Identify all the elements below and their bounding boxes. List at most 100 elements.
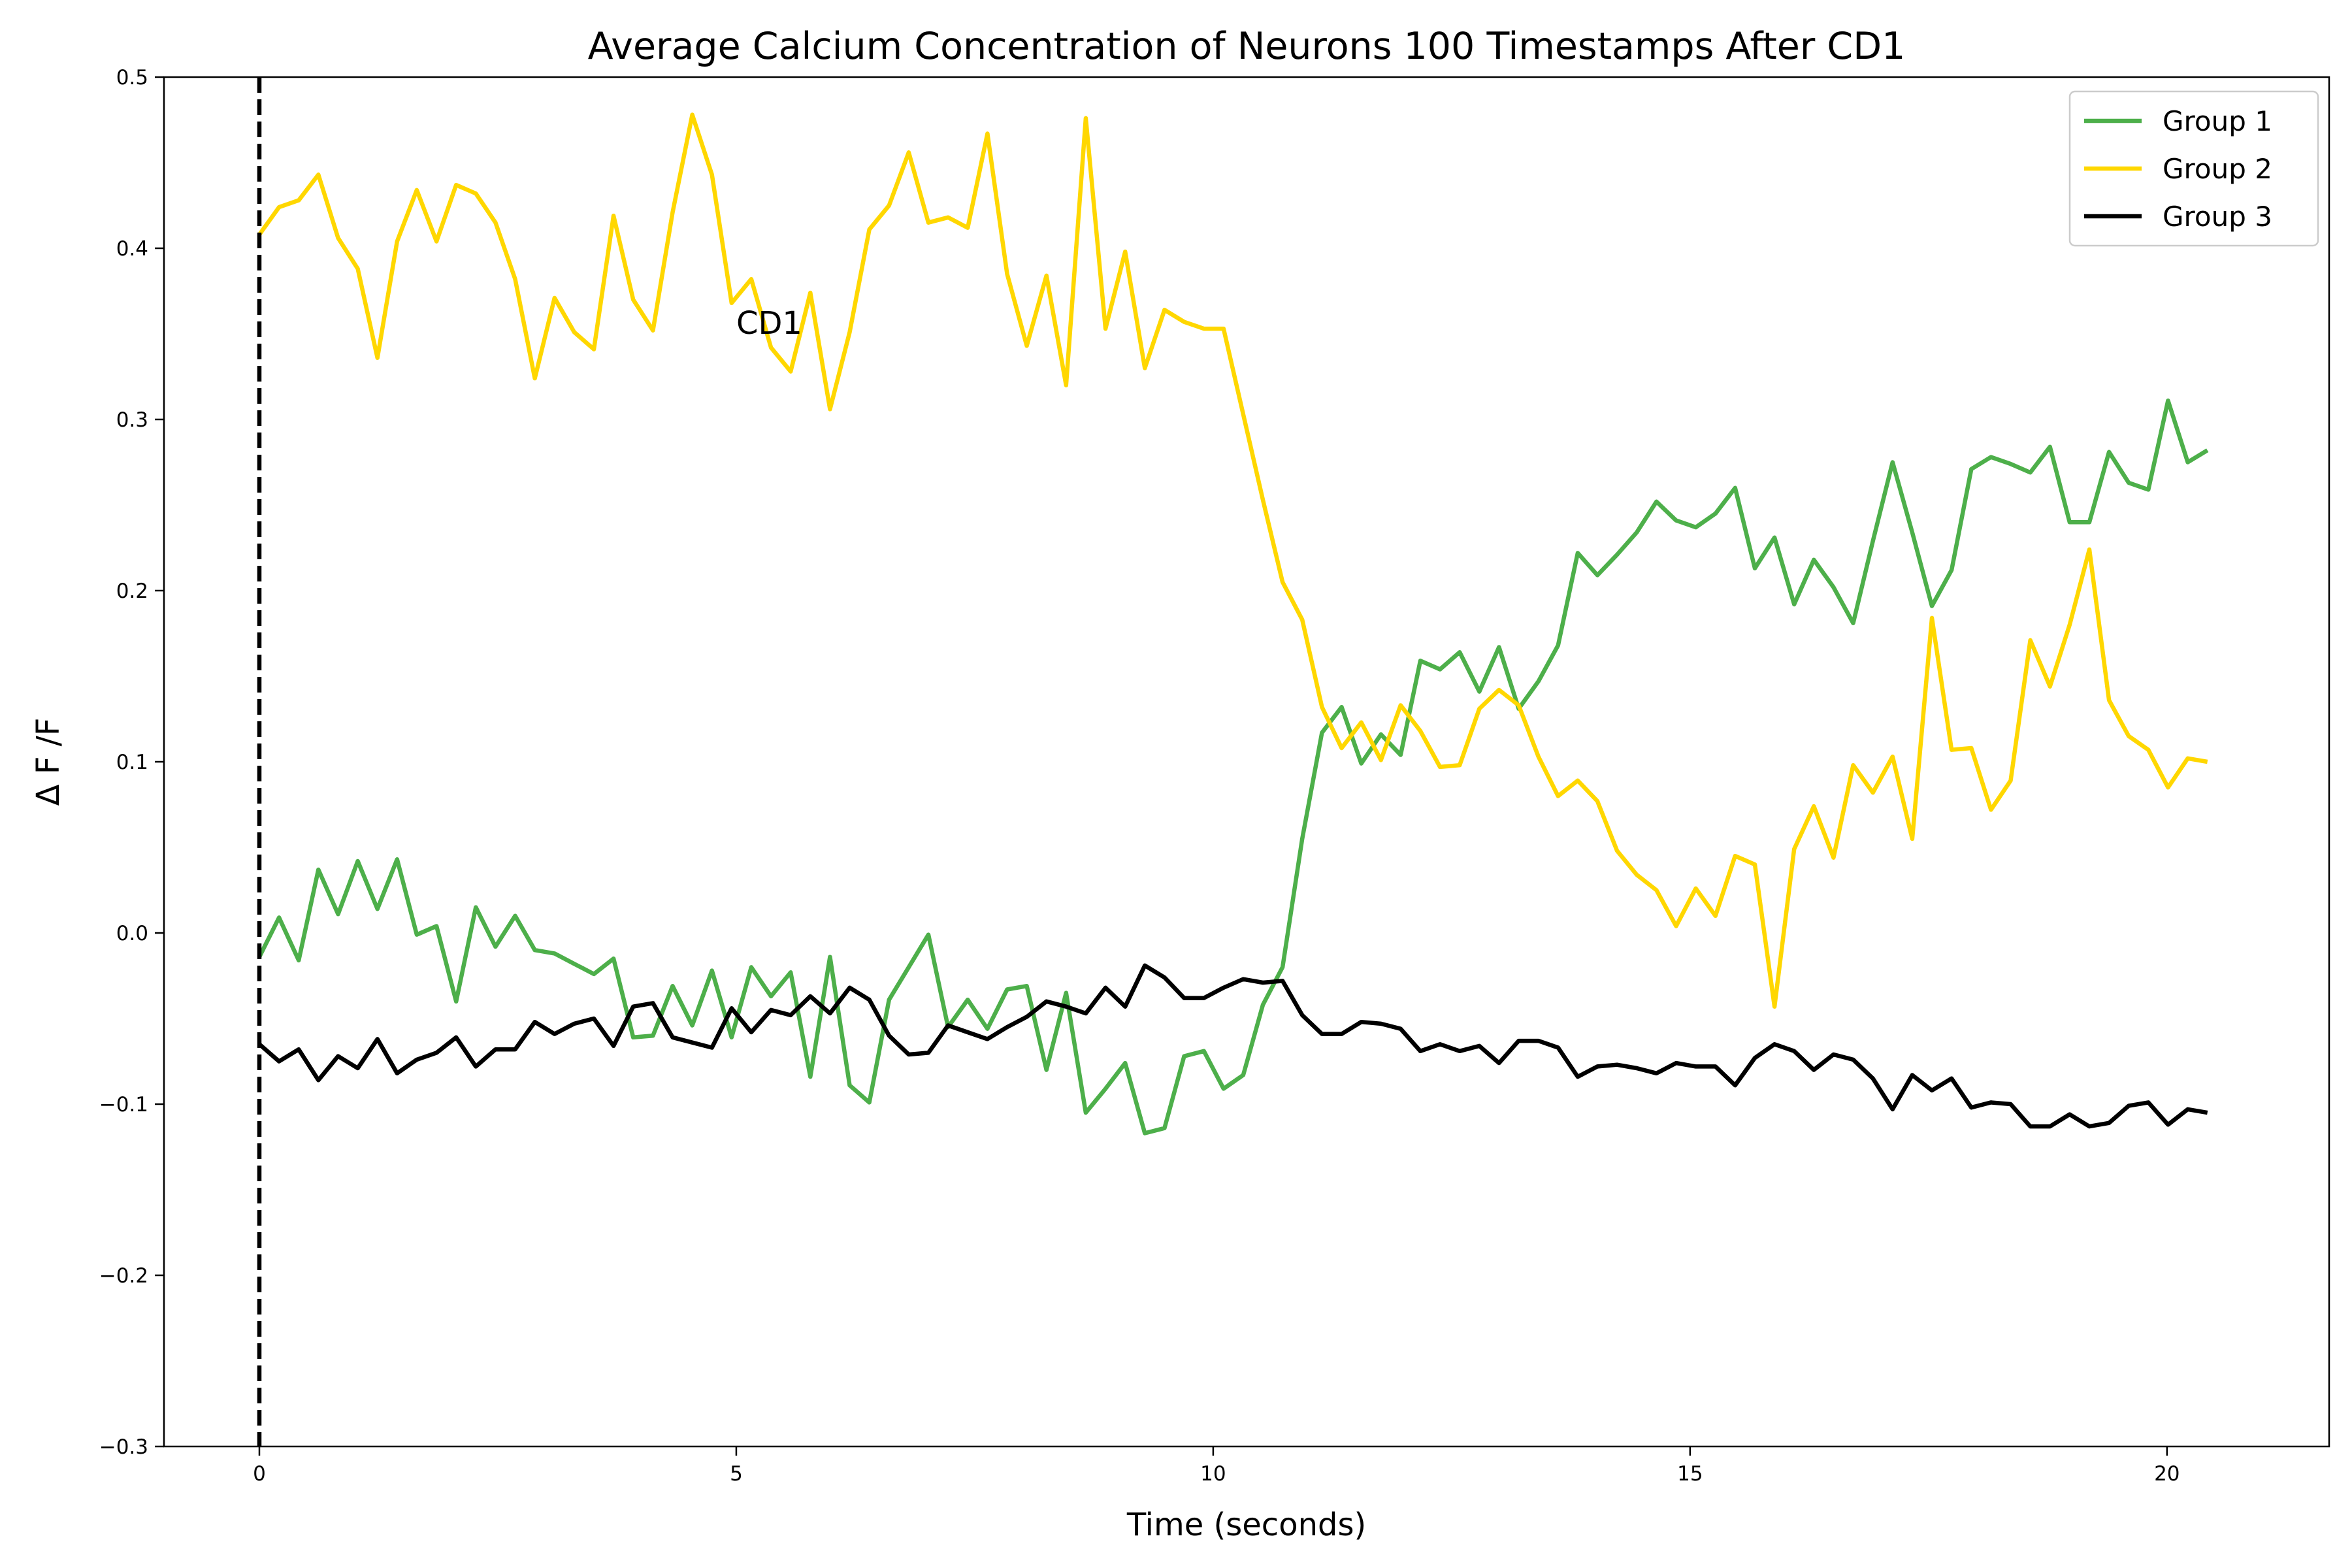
data-point xyxy=(2069,1114,2070,1115)
data-point xyxy=(2187,758,2188,759)
y-tick-label: −0.1 xyxy=(99,1093,148,1117)
data-point xyxy=(849,1085,850,1086)
legend: Group 1 Group 2 Group 3 xyxy=(2068,90,2319,247)
y-tick-label: 0.1 xyxy=(116,751,148,774)
data-point xyxy=(2148,489,2149,490)
data-point xyxy=(2030,1126,2031,1127)
data-point xyxy=(633,299,634,300)
data-point xyxy=(1046,275,1047,276)
legend-label-group-1: Group 1 xyxy=(2163,105,2272,137)
data-point xyxy=(849,987,850,988)
x-axis-label: Time (seconds) xyxy=(1126,1507,1366,1543)
series-line-group-3 xyxy=(257,963,2208,1129)
data-point xyxy=(1380,734,1381,735)
x-tick-label: 15 xyxy=(1677,1462,1703,1486)
data-point xyxy=(2089,522,2090,523)
data-point xyxy=(2109,451,2110,452)
data-point xyxy=(1715,915,1716,916)
data-point xyxy=(1361,722,1362,723)
y-tick-label: 0.3 xyxy=(116,408,148,432)
data-point xyxy=(692,114,693,115)
data-point xyxy=(1833,857,1834,858)
data-point xyxy=(1833,1054,1834,1055)
data-point xyxy=(1361,763,1362,764)
y-tick-label: 0.2 xyxy=(116,580,148,603)
data-point xyxy=(1125,1063,1126,1064)
data-point xyxy=(279,207,280,208)
data-point xyxy=(1026,986,1027,987)
y-axis-label: Δ F /F xyxy=(30,718,67,806)
data-point xyxy=(456,1001,457,1002)
data-point xyxy=(534,378,535,379)
data-point xyxy=(279,1061,280,1062)
data-point xyxy=(1932,1090,1933,1091)
data-point xyxy=(711,174,712,175)
data-point xyxy=(1341,707,1342,708)
data-point xyxy=(1932,617,1933,618)
data-point xyxy=(2010,1104,2011,1105)
data-point xyxy=(771,1009,772,1010)
data-point xyxy=(613,1045,614,1046)
data-point xyxy=(2010,464,2011,465)
data-point xyxy=(1420,730,1421,731)
data-point xyxy=(416,189,417,190)
series-layer xyxy=(257,112,2209,1135)
data-point xyxy=(554,298,555,299)
data-point xyxy=(436,241,437,242)
data-point xyxy=(869,229,870,230)
y-axis-ticks: −0.3 −0.2 −0.1 0.0 0.1 0.2 0.3 0.4 0.5 xyxy=(99,66,164,1459)
data-point xyxy=(1125,1006,1126,1007)
y-tick-label: −0.2 xyxy=(99,1264,148,1288)
data-point xyxy=(1597,1066,1598,1067)
data-point xyxy=(1853,1059,1854,1060)
data-point xyxy=(633,1006,634,1007)
data-point xyxy=(279,917,280,918)
data-point xyxy=(731,302,732,303)
data-point xyxy=(2187,462,2188,463)
data-point xyxy=(1656,501,1657,502)
data-point xyxy=(416,1059,417,1060)
data-point xyxy=(1774,1006,1775,1007)
data-point xyxy=(377,357,378,358)
chart-title: Average Calcium Concentration of Neurons… xyxy=(588,25,1906,68)
annotation-cd1: CD1 xyxy=(736,305,802,342)
data-point xyxy=(1400,705,1401,706)
data-point xyxy=(1695,527,1696,528)
data-point xyxy=(1302,838,1303,839)
data-point xyxy=(1440,766,1441,767)
data-point xyxy=(987,1028,988,1029)
data-point xyxy=(2010,780,2011,781)
data-point xyxy=(672,986,673,987)
y-tick-label: −0.3 xyxy=(99,1435,148,1459)
data-point xyxy=(1164,977,1165,978)
data-point xyxy=(908,967,909,968)
x-tick-label: 0 xyxy=(253,1462,266,1486)
data-point xyxy=(948,1025,949,1026)
data-point xyxy=(594,349,595,350)
data-point xyxy=(318,174,319,175)
legend-box xyxy=(2068,90,2319,247)
data-point xyxy=(928,934,929,935)
data-point xyxy=(2089,549,2090,550)
data-point xyxy=(1892,462,1893,463)
data-point xyxy=(908,1054,909,1055)
y-tick-label: 0.4 xyxy=(116,237,148,261)
data-point xyxy=(1577,780,1578,781)
data-point xyxy=(1223,987,1224,988)
data-point xyxy=(2148,749,2149,750)
data-point xyxy=(869,1102,870,1103)
data-point xyxy=(2030,472,2031,473)
y-tick-label: 0.0 xyxy=(116,922,148,945)
data-point xyxy=(1597,801,1598,802)
series-line-group-1 xyxy=(257,398,2209,1135)
data-point xyxy=(1597,575,1598,576)
data-point xyxy=(928,222,929,223)
data-point xyxy=(1380,1023,1381,1024)
data-point xyxy=(2030,640,2031,641)
data-point xyxy=(731,1008,732,1009)
data-point xyxy=(2069,522,2070,523)
data-point xyxy=(613,958,614,959)
data-point xyxy=(849,332,850,333)
data-point xyxy=(1794,604,1795,605)
